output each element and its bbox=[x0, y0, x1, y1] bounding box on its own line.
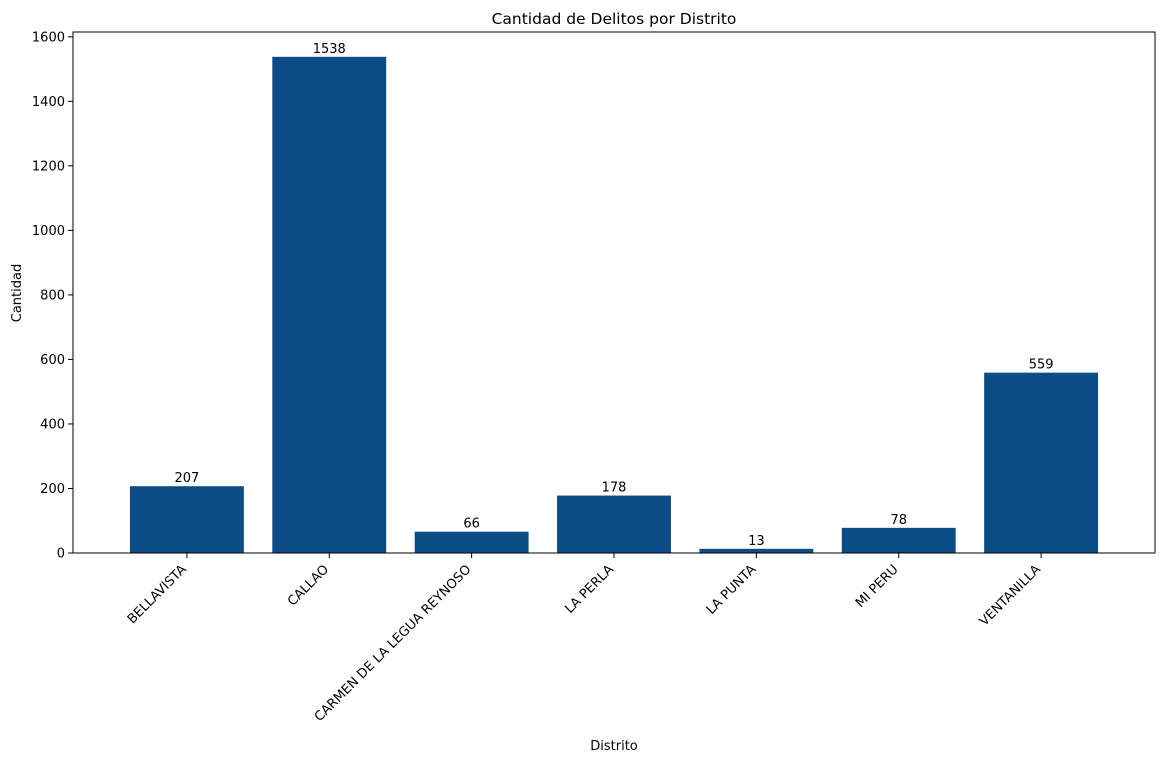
y-tick-label: 1200 bbox=[32, 159, 65, 174]
bar-value-label: 559 bbox=[1029, 358, 1054, 373]
bar bbox=[414, 531, 529, 553]
bar bbox=[841, 527, 956, 553]
y-tick-label: 1000 bbox=[32, 224, 65, 239]
y-axis-ticks: 0 200 400 600 800 1000 1200 1400 1600 bbox=[32, 30, 73, 562]
y-tick-label: 1600 bbox=[32, 30, 65, 45]
bar bbox=[272, 56, 387, 554]
bars bbox=[129, 56, 1099, 554]
bar bbox=[699, 548, 814, 553]
y-tick-label: 1400 bbox=[32, 95, 65, 110]
y-tick-label: 0 bbox=[57, 547, 65, 562]
y-tick-label: 600 bbox=[40, 353, 65, 368]
y-axis-label: Cantidad bbox=[10, 264, 25, 322]
y-tick-label: 200 bbox=[40, 482, 65, 497]
y-tick-label: 800 bbox=[40, 288, 65, 303]
x-axis-label: Distrito bbox=[590, 739, 638, 754]
bar-value-label: 178 bbox=[602, 481, 627, 496]
bar-value-label: 1538 bbox=[313, 42, 346, 57]
y-tick-label: 400 bbox=[40, 417, 65, 432]
data-labels: 207 1538 66 178 13 78 559 bbox=[174, 42, 1053, 549]
chart-title: Cantidad de Delitos por Distrito bbox=[492, 10, 737, 28]
bar bbox=[129, 486, 244, 553]
plot-frame bbox=[72, 31, 1156, 554]
bar bbox=[984, 372, 1099, 553]
bar-value-label: 207 bbox=[174, 471, 199, 486]
bar-value-label: 66 bbox=[463, 517, 480, 532]
bar bbox=[557, 495, 671, 553]
bar-value-label: 13 bbox=[748, 534, 765, 549]
bar-value-label: 78 bbox=[890, 513, 907, 528]
